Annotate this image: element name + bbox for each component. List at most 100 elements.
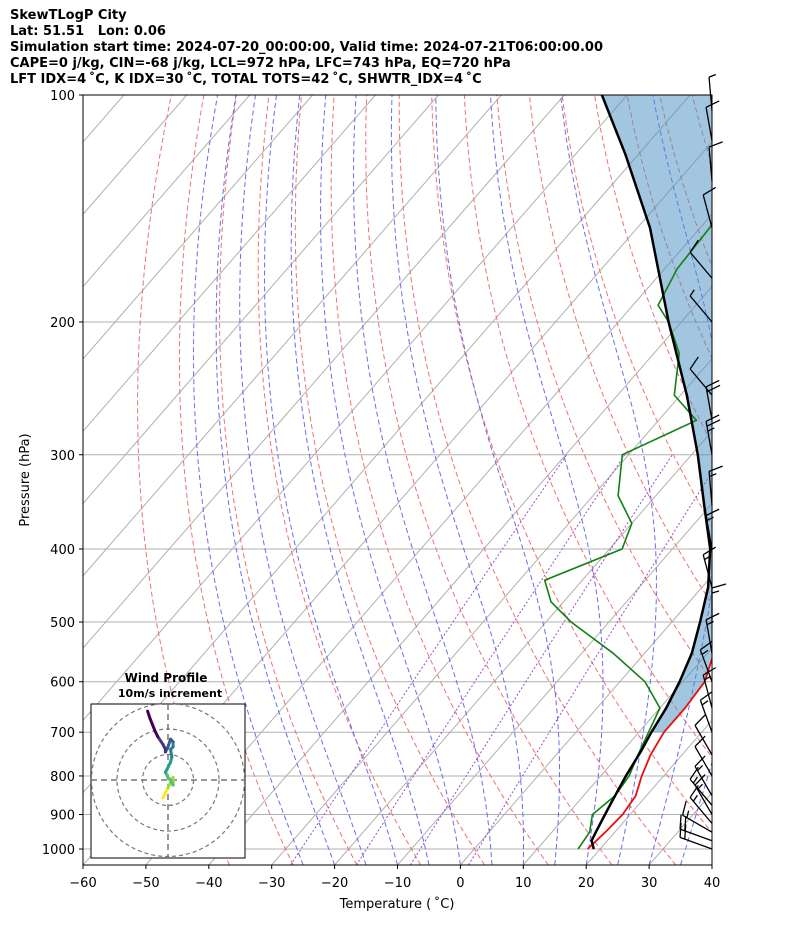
barb-staff [705,107,713,141]
barb-half [692,794,698,802]
dry-adiabat [294,95,485,865]
barb-flag [689,239,699,253]
wind-barb [689,356,713,396]
dry-adiabat [257,95,422,865]
dry-adiabat [178,95,294,865]
moist-adiabat [680,760,712,865]
barb-staff [689,368,713,396]
barb-half [708,73,717,78]
wind-barb [694,735,713,777]
y-tick-label: 1000 [42,843,75,858]
moist-adiabat [711,863,712,865]
barb-flag [694,755,706,767]
index-line: LFT IDX=4 ˚C, K IDX=30 ˚C, TOTAL TOTS=42… [10,72,482,87]
barb-staff [689,797,713,824]
temperature-line [586,655,712,850]
barb-flag [702,667,717,676]
barb-staff [689,295,713,323]
wind-barb [705,508,720,550]
dry-adiabat [757,95,794,865]
barb-staff [689,251,713,279]
moist-adiabat [320,95,461,865]
wind-barb [689,289,713,323]
x-tick-label: −10 [384,876,411,891]
barb-flag [705,379,720,388]
barb-staff [699,700,713,733]
barb-half [707,427,715,432]
barb-staff [679,836,713,850]
dry-adiabat [365,95,613,865]
dry-adiabat [219,95,358,865]
barb-flag [702,546,717,556]
y-tick-label: 500 [50,616,75,631]
moist-adiabat [215,95,336,865]
barb-staff [705,421,713,455]
barb-half [704,555,712,561]
barb-staff [679,828,713,842]
barb-flag [708,141,723,148]
moist-adiabat [390,95,524,865]
barb-staff [694,725,713,756]
wind-barb [694,714,713,756]
moist-adiabat [193,95,304,865]
x-axis-label: Temperature ( ˚C) [339,896,455,912]
time-line: Simulation start time: 2024-07-20_00:00:… [10,40,603,55]
isotherm [83,95,565,649]
x-tick-label: −60 [69,876,96,891]
barb-half [701,649,709,656]
isotherm [460,575,712,865]
x-tick-label: −30 [258,876,285,891]
isotherm [83,95,313,360]
dewpoint-line [543,222,712,850]
barb-staff [694,746,713,777]
location-line: Lat: 51.51 Lon: 0.06 [10,24,166,39]
moist-adiabat [560,95,657,865]
barb-flag [681,800,687,816]
isotherm [522,647,712,865]
moist-adiabat [263,95,398,865]
barb-flag [694,735,706,747]
isotherm [397,502,712,865]
barb-staff [699,649,713,682]
y-axis-label: Pressure (hPa) [18,433,33,526]
barb-flag [711,583,727,589]
wind-barb [679,814,713,842]
mixing-ratio-line [290,454,568,865]
barb-flag [705,100,720,108]
hodograph-inset: Wind Profile 10m/s increment [90,671,246,859]
wind-barb [702,546,717,588]
x-tick-label: 40 [704,876,721,891]
cape-area [601,95,712,733]
barb-staff [705,619,713,654]
dry-adiabat [431,95,712,834]
moist-adiabat [239,95,367,865]
barb-staff [702,194,713,228]
hodograph-subtitle: 10m/s increment [118,687,222,700]
barb-half [689,289,695,297]
isotherm [83,95,376,432]
y-tick-label: 300 [50,449,75,464]
barb-staff [705,386,713,421]
dry-adiabat [463,95,712,759]
cape-line: CAPE=0 j/kg, CIN=-68 j/kg, LCL=972 hPa, … [10,56,511,71]
wind-barb [705,414,721,455]
isotherm [83,95,628,722]
barb-flag [694,714,706,726]
barb-half [701,700,709,706]
x-tick-label: 30 [641,876,658,891]
barb-staff [694,766,713,797]
barb-flag [706,419,721,427]
hodograph-title: Wind Profile [125,671,208,685]
barb-flag [694,774,706,786]
y-tick-label: 200 [50,316,75,331]
mixing-ratio-line [355,454,626,865]
barb-flag [684,816,687,831]
wind-barb [702,186,717,228]
wind-barb [705,379,721,421]
isotherm [711,864,712,865]
wind-barb [699,691,713,733]
hodograph-segment [156,735,165,746]
wind-barb [694,755,713,797]
